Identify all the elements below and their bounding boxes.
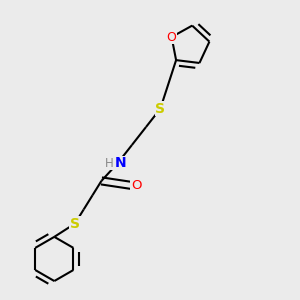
Text: S: S [155, 102, 165, 116]
Text: H: H [105, 157, 114, 170]
Text: S: S [70, 217, 80, 231]
Text: N: N [115, 156, 126, 170]
Text: O: O [167, 31, 176, 44]
Text: O: O [131, 179, 141, 192]
